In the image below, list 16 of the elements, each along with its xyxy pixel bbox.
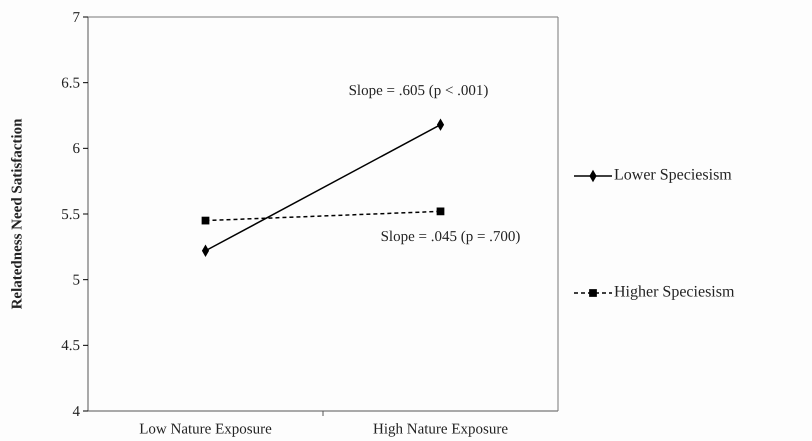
y-tick-label: 4	[72, 404, 80, 420]
legend-label: Lower Speciesism	[614, 166, 732, 184]
y-tick-label: 6	[72, 141, 80, 158]
y-tick-label: 5.5	[61, 206, 80, 223]
y-tick-label: 5	[72, 272, 80, 288]
point	[436, 208, 444, 216]
legend-label: Higher Speciesism	[614, 284, 735, 301]
y-tick-label: 7	[72, 10, 80, 26]
y-tick-label: 4.5	[61, 338, 80, 354]
x-tick-label: Low Nature Exposure	[139, 422, 272, 438]
y-axis-title: Relatedness Need Satisfaction	[9, 118, 26, 310]
point	[202, 216, 210, 224]
annotation: Slope = .605 (p < .001)	[348, 83, 488, 100]
x-tick-label: High Nature Exposure	[373, 422, 508, 438]
annotation: Slope = .045 (p = .700)	[380, 228, 520, 245]
y-tick-label: 6.5	[61, 75, 80, 92]
